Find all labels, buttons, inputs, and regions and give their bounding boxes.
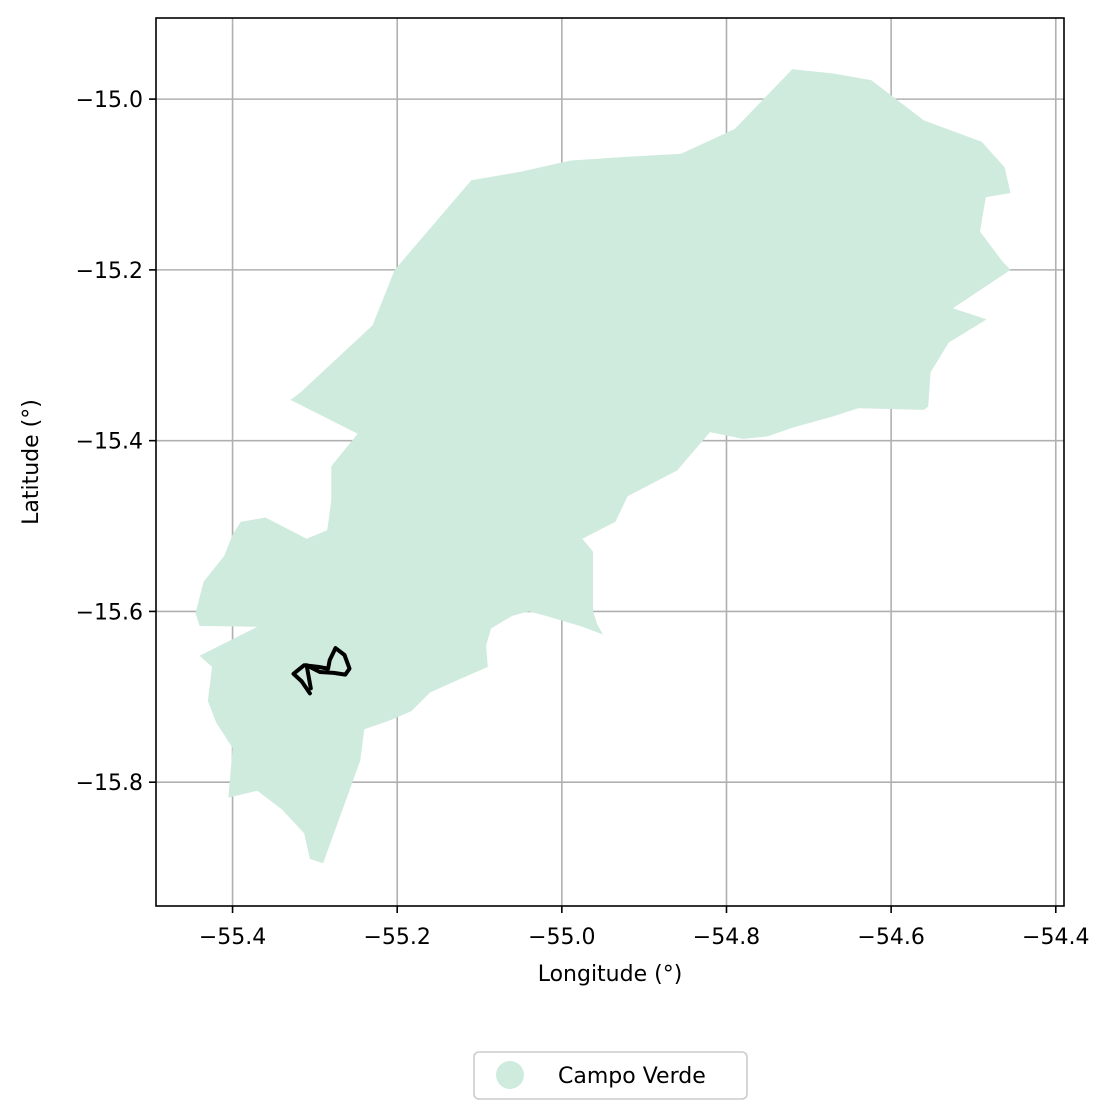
legend-label-campo-verde: Campo Verde xyxy=(558,1064,706,1089)
x-tick-label-4: −54.6 xyxy=(857,925,924,950)
x-tick-label-3: −54.8 xyxy=(693,925,760,950)
x-tick-label-1: −55.2 xyxy=(363,925,430,950)
plot-frame xyxy=(155,17,1065,907)
legend-marker-icon xyxy=(496,1061,524,1089)
y-tick-label-2: −15.4 xyxy=(76,430,143,455)
x-tick-label-5: −54.4 xyxy=(1022,925,1089,950)
x-tick-label-2: −55.0 xyxy=(528,925,595,950)
legend-frame xyxy=(473,1051,748,1100)
campo-verde-region xyxy=(195,69,1011,864)
y-tick-label-4: −15.8 xyxy=(76,771,143,796)
legend: Campo Verde xyxy=(473,1051,748,1100)
axis-ticks: −55.4 −55.2 −55.0 −54.8 −54.6 −54.4 −15.0 −15.2… xyxy=(76,88,1090,950)
y-tick-label-0: −15.0 xyxy=(76,88,143,113)
route-trace xyxy=(291,646,352,696)
x-axis-label: Longitude (°) xyxy=(538,962,683,987)
y-tick-label-1: −15.2 xyxy=(76,259,143,284)
y-tick-label-3: −15.6 xyxy=(76,600,143,625)
x-tick-label-0: −55.4 xyxy=(199,925,266,950)
y-axis-label: Latitude (°) xyxy=(19,399,44,525)
